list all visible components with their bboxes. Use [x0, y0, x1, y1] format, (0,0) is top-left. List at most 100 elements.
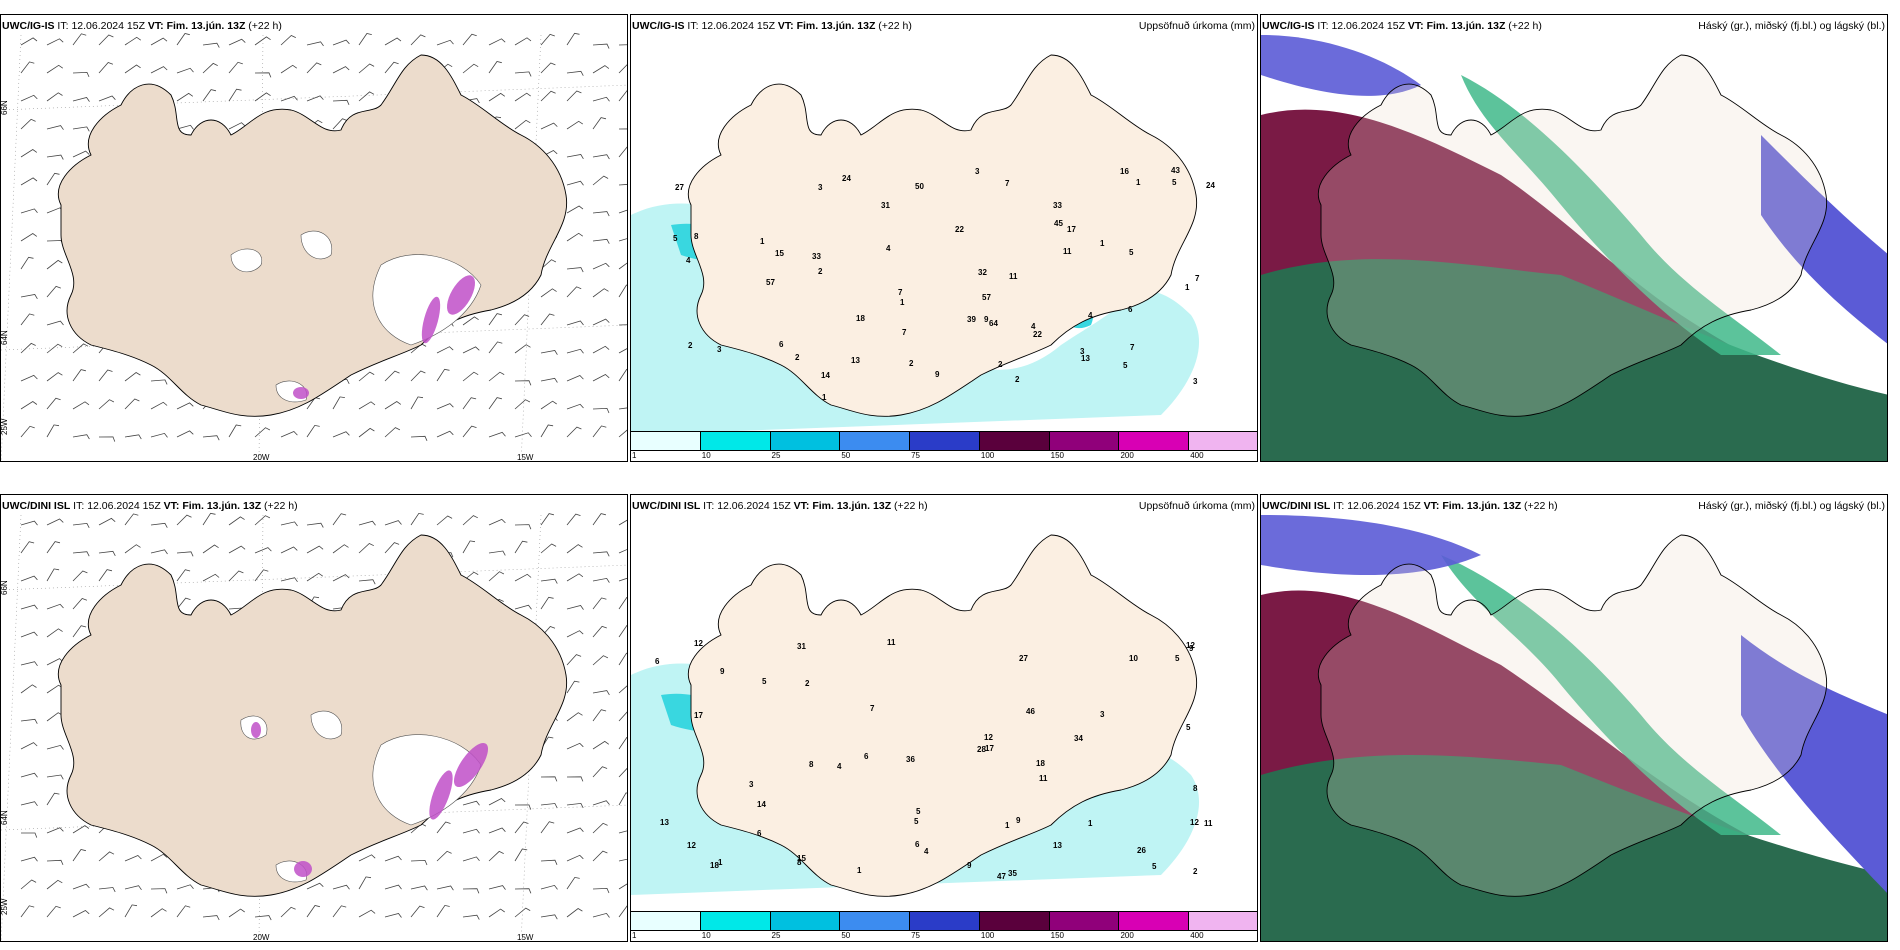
wind-barb	[462, 316, 479, 326]
precip-value-label: 13	[1053, 841, 1062, 850]
wind-barb	[98, 887, 116, 893]
wind-barb	[46, 64, 64, 74]
wind-barb	[436, 403, 454, 410]
glacier-langjokull	[230, 248, 263, 273]
wind-barb	[436, 821, 451, 834]
glacier-vatnajokull	[372, 254, 482, 346]
precip-value-label: 12	[1186, 641, 1195, 650]
wind-map-panel-igis: UWC/IG-IS IT: 12.06.2024 15Z VT: Fim. 13…	[0, 14, 628, 462]
wind-barb	[20, 342, 36, 354]
precip-value-label: 11	[1039, 774, 1048, 783]
colorbar-segment	[1049, 432, 1120, 450]
wind-barb	[280, 95, 298, 102]
panel-title: UWC/IG-IS IT: 12.06.2024 15Z VT: Fim. 13…	[1262, 20, 1542, 32]
wind-barb	[46, 320, 64, 326]
panel-title: UWC/DINI ISL IT: 12.06.2024 15Z VT: Fim.…	[2, 500, 298, 512]
wind-barb	[202, 915, 220, 921]
wind-barb	[488, 571, 505, 582]
wind-barb	[46, 628, 63, 638]
precip-value-label: 3	[749, 780, 754, 789]
precip-value-label: 13	[1081, 354, 1090, 363]
precip-value-label: 7	[902, 328, 907, 337]
wind-barb	[618, 685, 627, 694]
wind-barb	[488, 38, 506, 46]
precip-value-label: 57	[982, 293, 991, 302]
wind-barb	[488, 61, 502, 74]
wind-barb	[20, 684, 37, 694]
colorbar-segment	[979, 912, 1050, 930]
cloud-band	[1441, 555, 1781, 835]
cloud-mid-green	[1261, 755, 1887, 941]
wind-barb	[436, 430, 454, 438]
wind-barb	[306, 41, 324, 47]
wind-barb	[72, 150, 90, 158]
wind-barb	[46, 792, 60, 806]
wind-barb	[384, 61, 399, 74]
wind-barb	[306, 545, 324, 554]
precip-title: Uppsöfnuð úrkoma (mm)	[1138, 500, 1255, 512]
precip-value-label: 7	[898, 288, 903, 297]
precip-value-label: 22	[955, 225, 964, 234]
precip-value-label: 50	[915, 182, 924, 191]
wind-barb	[592, 211, 610, 217]
wind-map-panel-dini: UWC/DINI ISL IT: 12.06.2024 15Z VT: Fim.…	[0, 494, 628, 942]
precip-value-label: 5	[1186, 723, 1191, 732]
glacier-hofsjokull	[300, 230, 333, 260]
wind-barb	[358, 401, 376, 410]
wind-barb	[306, 62, 322, 74]
colorbar-tick-label: 50	[841, 451, 851, 460]
wind-barb	[488, 908, 505, 918]
wind-barb	[150, 908, 167, 918]
wind-barb	[566, 375, 584, 382]
wind-barb	[20, 118, 36, 130]
wind-barb	[228, 122, 246, 130]
precip-value-label: 2	[1015, 375, 1020, 384]
wind-barb	[72, 126, 90, 132]
wind-barb	[540, 288, 557, 298]
wind-barb	[618, 711, 627, 722]
wind-barb	[436, 515, 453, 526]
wind-barb	[72, 343, 89, 354]
wind-barb	[228, 570, 244, 582]
wind-barb	[176, 514, 192, 526]
wind-barb	[410, 34, 426, 46]
precip-value-label: 15	[775, 249, 784, 258]
precip-value-label: 31	[797, 642, 806, 651]
wind-barb	[176, 569, 191, 582]
colorbar-segment	[700, 432, 771, 450]
cloud-title: Háský (gr.), miðský (fj.bl.) og lágský (…	[1698, 20, 1885, 32]
precip-value-label: 18	[710, 861, 719, 870]
colorbar-tick-label: 100	[980, 931, 995, 940]
precip-value-label: 4	[1088, 311, 1093, 320]
wind-barb	[514, 380, 532, 386]
wind-barb	[488, 431, 506, 438]
wind-barb	[514, 821, 529, 834]
iceland-land	[1317, 54, 1828, 417]
wind-barb	[46, 859, 64, 866]
wind-barb	[436, 885, 454, 891]
wind-barb	[540, 259, 557, 270]
wind-barb	[410, 370, 426, 382]
wind-barb	[332, 513, 347, 526]
wind-barb	[540, 596, 554, 610]
wind-barb	[514, 71, 532, 77]
wind-barb	[462, 425, 477, 438]
precip-colorbar	[631, 431, 1257, 451]
wind-barb	[566, 267, 584, 273]
wind-barb	[566, 742, 584, 750]
wind-barb	[46, 424, 60, 438]
wind-barb	[46, 125, 64, 130]
wind-barb	[46, 92, 63, 102]
precip-map-panel-igis: UWC/IG-IS IT: 12.06.2024 15Z VT: Fim. 13…	[630, 14, 1258, 462]
wind-barb	[592, 425, 607, 438]
precip-value-label: 11	[1009, 272, 1018, 281]
wind-barb	[410, 512, 424, 526]
precip-value-label: 1	[1005, 821, 1010, 830]
wind-barb	[592, 625, 607, 638]
lat-label-64n: 64N	[1, 810, 9, 825]
wind-barb	[514, 604, 532, 610]
colorbar-tick-label: 100	[980, 451, 995, 460]
wind-barb	[98, 550, 116, 556]
precip-value-label: 5	[762, 677, 767, 686]
